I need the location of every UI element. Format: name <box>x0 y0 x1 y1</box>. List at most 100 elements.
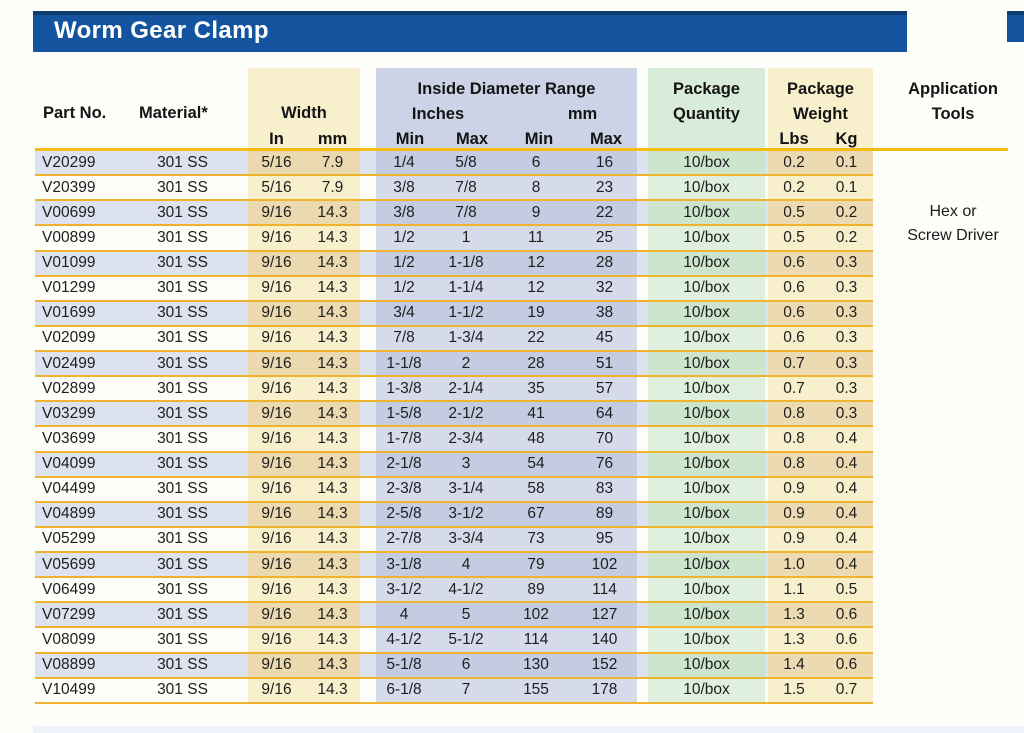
cell-package-quantity: 10/box <box>648 578 765 602</box>
column-gap <box>637 327 648 350</box>
cell-width-mm: 14.3 <box>305 201 360 225</box>
cell-inches-min: 1/4 <box>376 151 432 175</box>
cell-inches-min: 4-1/2 <box>376 628 432 652</box>
column-gap <box>360 679 376 702</box>
application-tools-note-line2: Screw Driver <box>907 227 999 244</box>
cell-part-no: V20299 <box>35 151 130 175</box>
cell-width-in: 9/16 <box>248 502 305 526</box>
column-gap <box>235 628 248 651</box>
cell-mm-min: 67 <box>500 502 572 526</box>
cell-weight-lbs: 1.0 <box>768 553 820 577</box>
column-gap <box>765 352 768 376</box>
cell-inches-max: 1-1/2 <box>432 301 500 325</box>
cell-mm-min: 12 <box>500 251 572 275</box>
cell-weight-lbs: 1.1 <box>768 578 820 602</box>
cell-part-no: V01099 <box>35 251 130 275</box>
cell-weight-kg: 0.3 <box>820 402 873 426</box>
cell-package-quantity: 10/box <box>648 502 765 526</box>
cell-mm-max: 178 <box>572 678 637 702</box>
column-gap <box>637 427 648 450</box>
bottom-edge-strip <box>33 726 1024 733</box>
cell-width-mm: 14.3 <box>305 377 360 401</box>
cell-width-mm: 14.3 <box>305 603 360 627</box>
cell-weight-kg: 0.3 <box>820 352 873 376</box>
column-header-inches-min: Min <box>395 130 425 148</box>
cell-mm-max: 83 <box>572 477 637 501</box>
column-gap <box>637 452 648 476</box>
cell-weight-kg: 0.3 <box>820 276 873 300</box>
column-gap <box>235 277 248 300</box>
table-row: V04899 301 SS 9/16 14.3 2-5/8 3-1/2 67 89 10/box… <box>35 502 873 528</box>
cell-inches-max: 7 <box>432 678 500 702</box>
column-gap <box>637 277 648 300</box>
column-header-package-weight-line1: Package <box>787 80 854 98</box>
cell-material: 301 SS <box>157 630 208 648</box>
column-gap <box>765 151 768 175</box>
cell-package-quantity: 10/box <box>648 226 765 250</box>
cell-package-quantity: 10/box <box>648 527 765 551</box>
cell-package-quantity: 10/box <box>648 553 765 577</box>
cell-package-quantity: 10/box <box>648 603 765 627</box>
cell-package-quantity: 10/box <box>648 151 765 175</box>
column-gap <box>360 176 376 199</box>
cell-material: 301 SS <box>130 553 235 577</box>
cell-width-in: 9/16 <box>248 226 305 250</box>
cell-material: 301 SS <box>157 681 208 699</box>
column-header-inside-diameter-range: Inside Diameter Range <box>417 80 596 98</box>
cell-width-mm: 14.3 <box>305 502 360 526</box>
column-gap <box>360 553 376 577</box>
cell-part-no: V05699 <box>35 553 130 577</box>
column-gap <box>360 452 376 476</box>
column-header-width-mm: mm <box>317 130 348 148</box>
cell-inches-min: 1-1/8 <box>376 352 432 376</box>
column-header-package-quantity-line2: Quantity <box>673 105 740 123</box>
cell-package-quantity: 10/box <box>648 326 765 350</box>
cell-part-no: V02899 <box>42 379 96 397</box>
cell-width-mm: 14.3 <box>305 326 360 350</box>
cell-mm-min: 8 <box>500 176 572 200</box>
cell-mm-max: 38 <box>572 301 637 325</box>
cell-weight-lbs: 0.5 <box>768 226 820 250</box>
cell-width-in: 9/16 <box>248 301 305 325</box>
column-header-material: Material* <box>139 104 208 122</box>
cell-package-quantity: 10/box <box>648 402 765 426</box>
cell-material: 301 SS <box>157 329 208 347</box>
cell-material: 301 SS <box>130 452 235 476</box>
cell-width-in: 9/16 <box>248 326 305 350</box>
cell-weight-lbs: 0.6 <box>768 251 820 275</box>
cell-weight-kg: 0.3 <box>820 301 873 325</box>
column-gap <box>235 679 248 702</box>
column-header-package-weight-line2: Weight <box>793 105 848 123</box>
cell-width-in: 9/16 <box>248 603 305 627</box>
table-row: V07299 301 SS 9/16 14.3 4 5 102 127 10/box 1.3 0.6 <box>35 603 873 629</box>
cell-weight-lbs: 0.8 <box>768 427 820 451</box>
column-gap <box>235 502 248 526</box>
cell-weight-kg: 0.7 <box>820 678 873 702</box>
cell-package-quantity: 10/box <box>648 201 765 225</box>
title-bar-corner-fragment <box>1007 11 1024 42</box>
table-row: V02499 301 SS 9/16 14.3 1-1/8 2 28 51 10/box 0.7 0… <box>35 352 873 378</box>
cell-part-no: V06499 <box>42 580 96 598</box>
cell-package-quantity: 10/box <box>648 477 765 501</box>
cell-width-mm: 14.3 <box>305 678 360 702</box>
column-gap <box>235 327 248 350</box>
cell-mm-min: 155 <box>500 678 572 702</box>
column-gap <box>637 628 648 651</box>
cell-inches-min: 1-3/8 <box>376 377 432 401</box>
cell-inches-max: 3 <box>432 452 500 476</box>
cell-inches-max: 5-1/2 <box>432 628 500 652</box>
cell-inches-max: 2-1/4 <box>432 377 500 401</box>
cell-mm-min: 9 <box>500 201 572 225</box>
cell-width-mm: 14.3 <box>305 301 360 325</box>
column-gap <box>360 427 376 450</box>
cell-material: 301 SS <box>130 352 235 376</box>
cell-mm-max: 32 <box>572 276 637 300</box>
cell-material: 301 SS <box>157 429 208 447</box>
column-gap <box>765 402 768 426</box>
cell-inches-max: 4 <box>432 553 500 577</box>
table-row: V01699 301 SS 9/16 14.3 3/4 1-1/2 19 38 10/box 0.… <box>35 301 873 327</box>
column-gap <box>360 251 376 275</box>
cell-mm-max: 70 <box>572 427 637 451</box>
cell-width-in: 9/16 <box>248 377 305 401</box>
